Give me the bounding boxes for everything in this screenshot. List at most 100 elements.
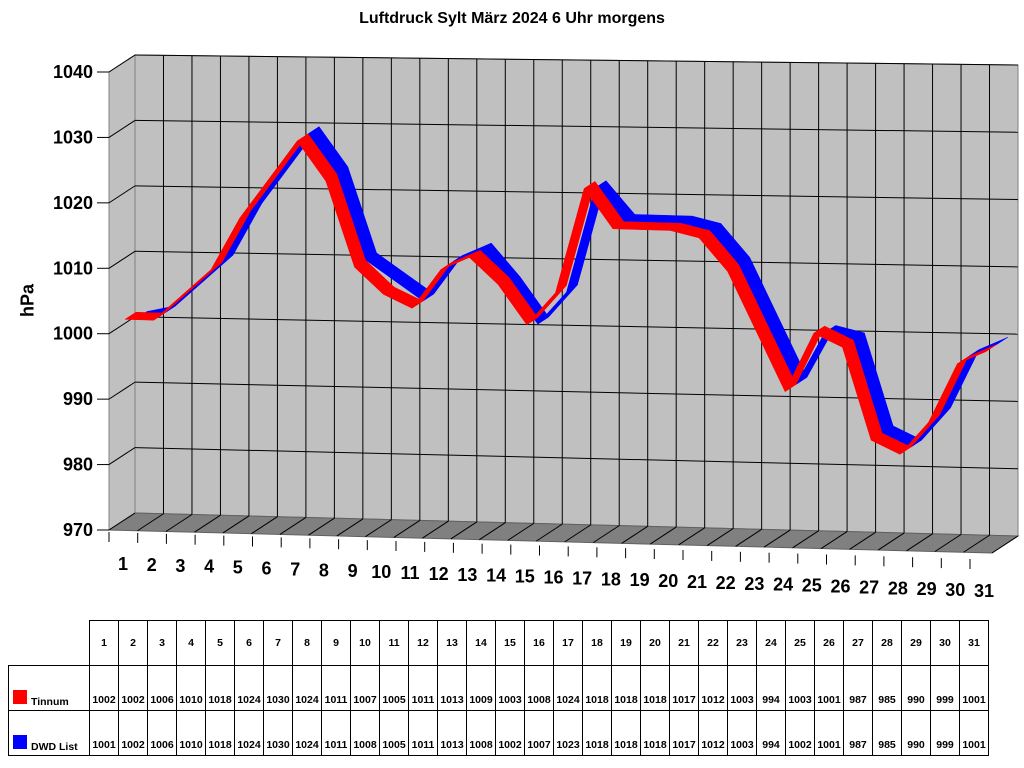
data-table-header-row: 1 2 3 4 5 6 7 8 9 10 11 12 13 14 15 16 17 18 19 20 21 22 23 24 2…: [8, 620, 989, 666]
data-table-cell: 1003: [727, 665, 757, 711]
x-tick-label: 31: [974, 581, 994, 601]
data-table-header-cell: 31: [959, 620, 989, 666]
gridline-side: [108, 54, 136, 73]
x-tick-label: 6: [261, 559, 271, 579]
data-table-header-cell: 10: [350, 620, 380, 666]
gridline-side: [108, 250, 136, 269]
data-table-cell: 1002: [89, 665, 119, 711]
data-table-cell: 1006: [147, 665, 177, 711]
x-tick-label: 20: [658, 571, 678, 591]
data-table-cell: 1018: [582, 665, 612, 711]
data-table-cell: 1010: [176, 665, 206, 711]
data-table-cell: 1011: [408, 665, 438, 711]
data-table-cell: 1023: [553, 710, 583, 756]
x-tick-label: 1: [118, 554, 128, 574]
data-table-cell: 1030: [263, 665, 293, 711]
floor-gridline: [991, 535, 1019, 554]
data-table-cell: 1005: [379, 665, 409, 711]
y-tick-label: 990: [63, 389, 93, 409]
data-table-cell: 994: [756, 710, 786, 756]
floor-gridline: [222, 515, 250, 534]
floor-gridline: [507, 522, 535, 541]
data-table-cell: 1008: [524, 665, 554, 711]
floor-gridline: [735, 528, 762, 547]
floor-gridline: [649, 526, 677, 545]
data-table-header-cell: 24: [756, 620, 786, 666]
data-table-header-cell: 27: [843, 620, 873, 666]
data-table-cell: 1008: [350, 710, 380, 756]
floor-gridline: [678, 527, 705, 546]
floor-gridline: [137, 513, 164, 532]
data-table-header-cell: 1: [89, 620, 119, 666]
data-table-cell: 985: [872, 665, 902, 711]
data-table-cell: 1024: [292, 710, 322, 756]
x-tick-label: 29: [917, 579, 937, 599]
x-tick-label: 16: [543, 568, 563, 588]
data-table-cell: 987: [843, 710, 873, 756]
data-table-cell: 1018: [205, 710, 235, 756]
legend-swatch-blue: [13, 735, 27, 749]
data-table-header-cell: 22: [698, 620, 728, 666]
legend-swatch-red: [13, 690, 27, 704]
x-tick-label: 26: [830, 577, 850, 597]
data-table-cell: 999: [930, 710, 960, 756]
floor-gridline: [251, 516, 278, 535]
floor-gridline: [450, 521, 478, 540]
y-tick-label: 1020: [53, 193, 93, 213]
floor-gridline: [564, 524, 592, 543]
x-tick-label: 13: [457, 565, 477, 585]
x-tick-label: 7: [290, 559, 300, 579]
x-tick-label: 9: [348, 561, 358, 581]
data-table-cell: 1001: [959, 710, 989, 756]
x-tick-label: 8: [319, 560, 329, 580]
floor-gridline: [849, 531, 876, 550]
data-table-cell: 990: [901, 710, 931, 756]
data-table: 1 2 3 4 5 6 7 8 9 10 11 12 13 14 15 16 17 18 19 20 21 22 23 24 2…: [8, 620, 989, 756]
floor-gridline: [820, 531, 848, 549]
data-table-cell: 1011: [321, 710, 351, 756]
data-table-header-cell: 25: [785, 620, 815, 666]
legend-label: DWD List: [31, 741, 78, 753]
x-tick-label: 3: [175, 556, 185, 576]
data-table-cell: 994: [756, 665, 786, 711]
x-tick-label: 19: [630, 570, 650, 590]
legend-label: Tinnum: [31, 696, 69, 708]
floor-gridline: [592, 525, 620, 544]
floor-gridline: [365, 519, 392, 538]
y-tick-label: 1010: [53, 258, 93, 278]
floor-gridline: [763, 529, 791, 548]
x-tick-label: 15: [515, 567, 535, 587]
data-table-cell: 1011: [408, 710, 438, 756]
data-table-header-cell: 28: [872, 620, 902, 666]
data-table-header-cell: 19: [611, 620, 641, 666]
floor-gridline: [877, 532, 905, 551]
data-table-header-cell: 20: [640, 620, 670, 666]
floor-gridline: [108, 512, 136, 531]
data-table-cell: 1012: [698, 710, 728, 756]
data-table-cell: 1017: [669, 710, 699, 756]
floor-gridline: [906, 533, 933, 552]
data-table-cell: 1001: [89, 710, 119, 756]
data-table-header-cell: 23: [727, 620, 757, 666]
floor-gridline: [308, 517, 335, 536]
data-table-cell: 1002: [118, 665, 148, 711]
floor-gridline: [336, 518, 364, 537]
gridline-h: [134, 185, 1019, 201]
data-table-cell: 1001: [814, 710, 844, 756]
data-table-cell: 1002: [785, 710, 815, 756]
gridline-h: [134, 54, 1019, 66]
gridline-h: [134, 447, 1019, 470]
legend-entry-tinnum: Tinnum: [8, 665, 90, 711]
data-table-cell: 1011: [321, 665, 351, 711]
gridline-h: [134, 316, 1019, 335]
floor-gridline: [422, 520, 449, 539]
data-table-cell: 1018: [205, 665, 235, 711]
gridline-side: [108, 185, 136, 204]
data-table-cell: 1002: [495, 710, 525, 756]
y-tick-label: 1000: [53, 324, 93, 344]
data-table-cell: 1013: [437, 710, 467, 756]
data-table-cell: 1024: [234, 665, 264, 711]
data-table-cell: 1001: [814, 665, 844, 711]
data-table-cell: 1006: [147, 710, 177, 756]
data-table-cell: 987: [843, 665, 873, 711]
